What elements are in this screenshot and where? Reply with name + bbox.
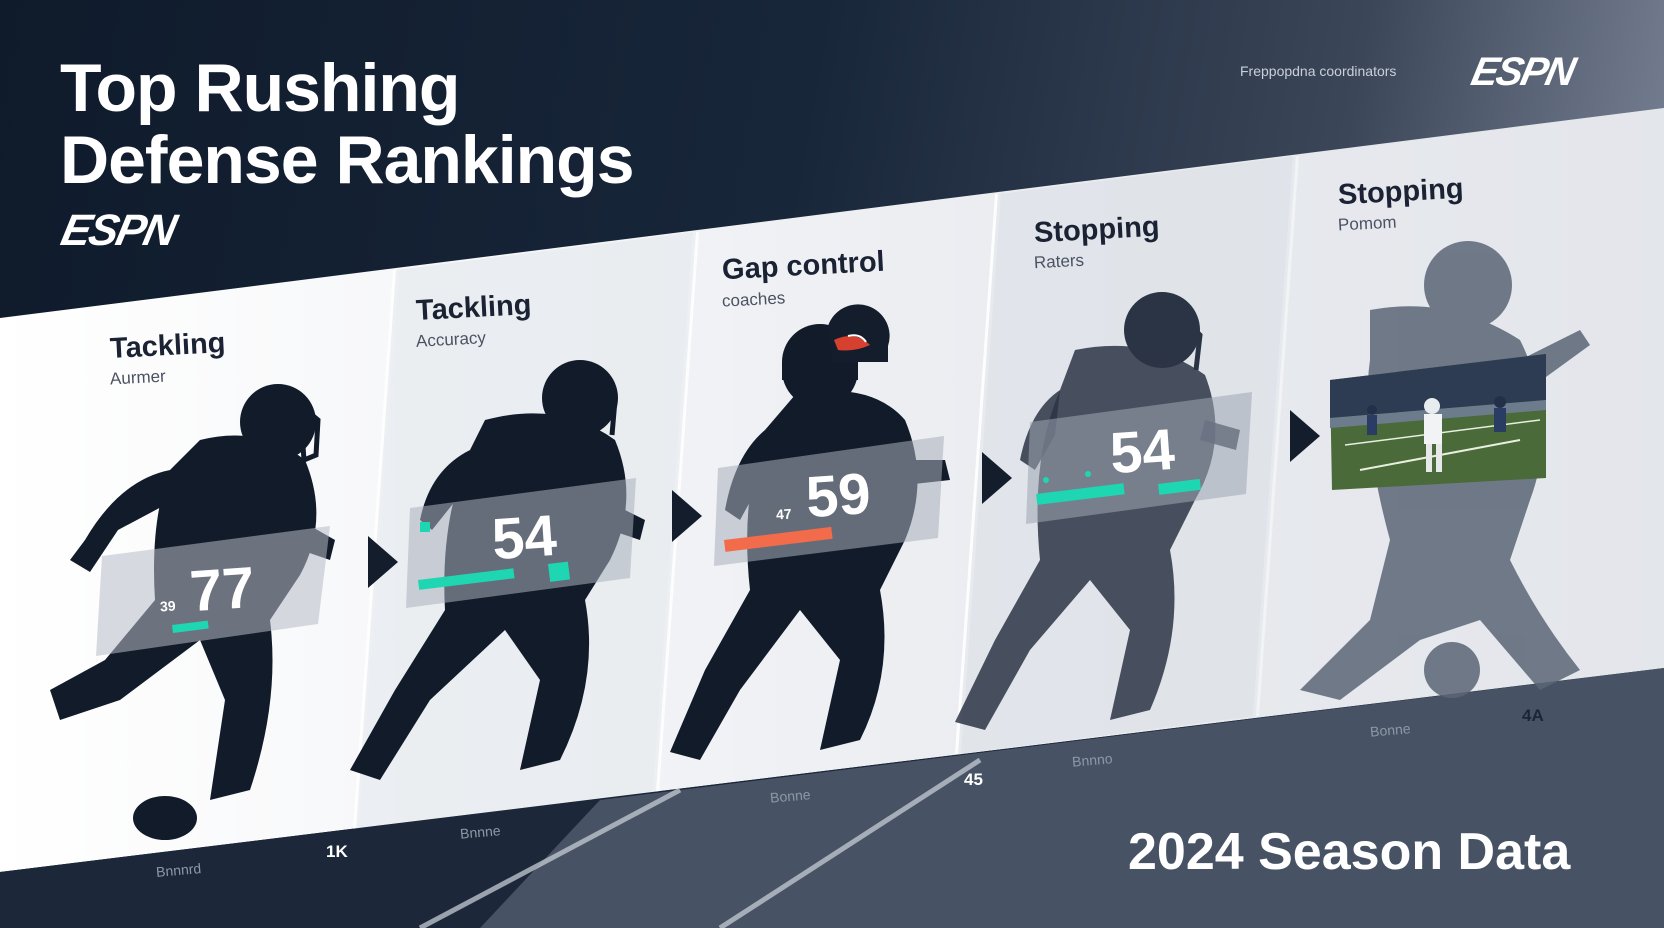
football-icon: [133, 796, 197, 840]
panel-title: Stopping: [1337, 172, 1465, 212]
panel-value: 54: [1107, 416, 1177, 487]
chevron-right-icon: [1290, 410, 1320, 462]
panel-footer-number: 4A: [1522, 706, 1544, 725]
panel-title: Tackling: [109, 327, 227, 366]
top-note: Freppopdna coordinators: [1240, 63, 1397, 79]
panel-title: Stopping: [1033, 210, 1161, 250]
lower-gradient-region: [480, 668, 1664, 928]
panel-small-value: 39: [159, 597, 177, 615]
panel-subtitle: Aurmer: [109, 366, 167, 389]
panel-value: 54: [489, 502, 559, 573]
chevron-right-icon: [982, 452, 1012, 504]
page-title: Top Rushing Defense Rankings: [60, 50, 635, 198]
helmet-icon: [828, 304, 890, 362]
panel-small-value: 47: [775, 505, 793, 523]
season-label: 2024 Season Data: [1128, 823, 1571, 881]
panel-value: 77: [187, 554, 257, 625]
stat-card: [714, 436, 944, 566]
football-icon: [1424, 642, 1480, 698]
espn-logo-top: ESPN: [1467, 50, 1578, 94]
stat-card: [1026, 392, 1252, 524]
panel-subtitle: Pomom: [1337, 212, 1398, 235]
panel-footer-number: 1K: [326, 842, 348, 861]
chevron-right-icon: [368, 536, 398, 588]
panel-value: 59: [803, 460, 873, 531]
chevron-right-icon: [672, 490, 702, 542]
title-line-2: Defense Rankings: [60, 122, 635, 198]
panel-title: Tackling: [415, 289, 533, 328]
espn-logo: ESPN: [56, 206, 180, 255]
panel-subtitle: Raters: [1033, 250, 1085, 273]
panel-subtitle: Accuracy: [415, 328, 487, 351]
field-photo: [1330, 354, 1546, 490]
panel-footer-number: 45: [964, 770, 983, 789]
field-lines: [418, 757, 982, 928]
stat-card: [96, 526, 330, 656]
panel-subtitle: coaches: [721, 288, 786, 311]
title-line-1: Top Rushing: [60, 50, 460, 126]
stat-card: [406, 478, 636, 608]
